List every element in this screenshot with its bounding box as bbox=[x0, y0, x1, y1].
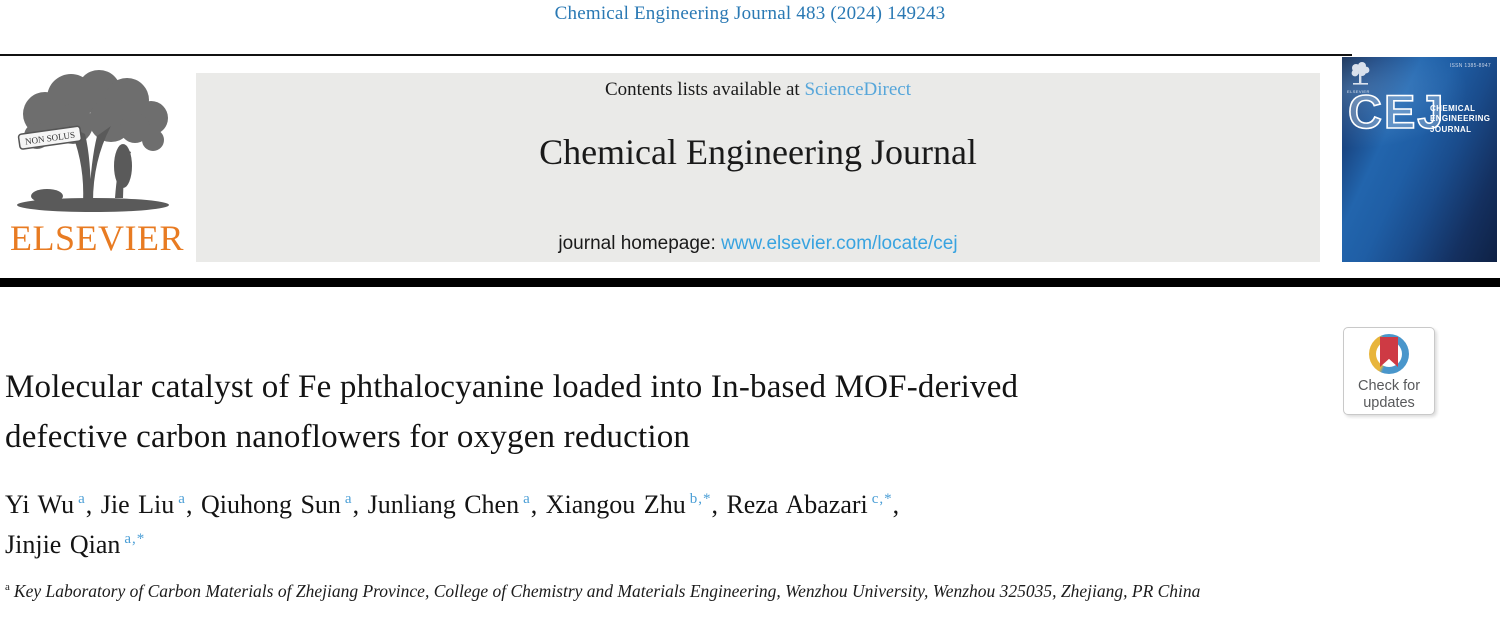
contents-line: Contents lists available at ScienceDirec… bbox=[196, 79, 1320, 101]
cover-issn: ISSN 1385-8947 bbox=[1449, 63, 1491, 69]
bookmark-icon bbox=[1380, 337, 1398, 367]
elsevier-logo-block: NON SOLUS ELSEVIER bbox=[10, 70, 188, 259]
author-separator: , bbox=[352, 490, 368, 519]
check-for-updates-label: Check for updates bbox=[1357, 378, 1421, 412]
author-name: Xiangou Zhu bbox=[545, 490, 686, 519]
author-name: Junliang Chen bbox=[367, 490, 520, 519]
article-title-line1: Molecular catalyst of Fe phthalocyanine … bbox=[5, 369, 1019, 405]
non-solus-banner: NON SOLUS bbox=[17, 125, 83, 150]
contents-text: Contents lists available at bbox=[604, 79, 800, 100]
author-list: Yi Wu a, Jie Liu a, Qiuhong Sun a, Junliang… bbox=[5, 485, 1365, 565]
sciencedirect-link[interactable]: ScienceDirect bbox=[804, 79, 912, 100]
author-separator: , bbox=[185, 490, 201, 519]
author-separator: , bbox=[85, 490, 101, 519]
header-divider-bar bbox=[0, 278, 1500, 287]
author-name: Yi Wu bbox=[5, 490, 75, 519]
author-separator: , bbox=[892, 490, 900, 519]
cover-journal-name: CHEMICAL ENGINEERING JOURNAL bbox=[1430, 104, 1490, 135]
check-for-updates-badge[interactable]: Check for updates bbox=[1343, 327, 1435, 415]
cover-elsevier-label: ELSEVIER bbox=[1347, 89, 1370, 94]
cover-acronym: CEJ bbox=[1347, 85, 1446, 138]
masthead-journal-title: Chemical Engineering Journal bbox=[539, 132, 977, 172]
author-name: Jie Liu bbox=[100, 490, 175, 519]
author-affiliation-sup: a bbox=[78, 491, 86, 508]
journal-reference: Chemical Engineering Journal 483 (2024) … bbox=[554, 3, 946, 24]
affiliation: a Key Laboratory of Carbon Materials of Z… bbox=[5, 581, 1485, 602]
affiliation-sup: a bbox=[5, 581, 10, 594]
author-list-line2: Jinjie Qian a,* bbox=[5, 525, 1365, 565]
author-name: Reza Abazari bbox=[726, 490, 868, 519]
author-affiliation-sup: a bbox=[523, 491, 531, 508]
top-divider-rule bbox=[0, 54, 1352, 56]
author-affiliation-sup: a bbox=[344, 491, 353, 508]
article-title: Molecular catalyst of Fe phthalocyanine … bbox=[5, 362, 1350, 462]
cover-title-line: CHEMICAL bbox=[1430, 104, 1476, 113]
cover-title-line: JOURNAL bbox=[1430, 124, 1472, 134]
journal-cover: ELSEVIER ISSN 1385-8947 CEJ CHEMICAL ENG… bbox=[1342, 57, 1497, 262]
author-list-line1: Yi Wu a, Jie Liu a, Qiuhong Sun a, Junliang… bbox=[5, 485, 1365, 525]
author-affiliation-sup: c,* bbox=[871, 491, 893, 508]
author-name: Jinjie Qian bbox=[5, 530, 121, 559]
homepage-url-link[interactable]: www.elsevier.com/locate/cej bbox=[721, 233, 958, 254]
author-affiliation-sup: b,* bbox=[689, 491, 712, 508]
article-title-line2: defective carbon nanoflowers for oxygen … bbox=[5, 419, 691, 455]
masthead-box: Contents lists available at ScienceDirec… bbox=[196, 73, 1320, 262]
elsevier-tree-icon: NON SOLUS bbox=[17, 70, 169, 212]
elsevier-wordmark: ELSEVIER bbox=[10, 218, 184, 258]
author-separator: , bbox=[711, 490, 727, 519]
homepage-label: journal homepage: bbox=[558, 233, 716, 254]
cover-elsevier-mini-tree-icon bbox=[1351, 62, 1370, 85]
homepage-line: journal homepage: www.elsevier.com/locat… bbox=[196, 233, 1320, 255]
cover-title-line: ENGINEERING bbox=[1430, 114, 1491, 124]
author-affiliation-sup: a,* bbox=[124, 531, 146, 548]
affiliation-text: Key Laboratory of Carbon Materials of Zh… bbox=[13, 581, 1201, 601]
author-separator: , bbox=[530, 490, 546, 519]
author-name: Qiuhong Sun bbox=[200, 490, 341, 519]
author-affiliation-sup: a bbox=[178, 491, 186, 508]
